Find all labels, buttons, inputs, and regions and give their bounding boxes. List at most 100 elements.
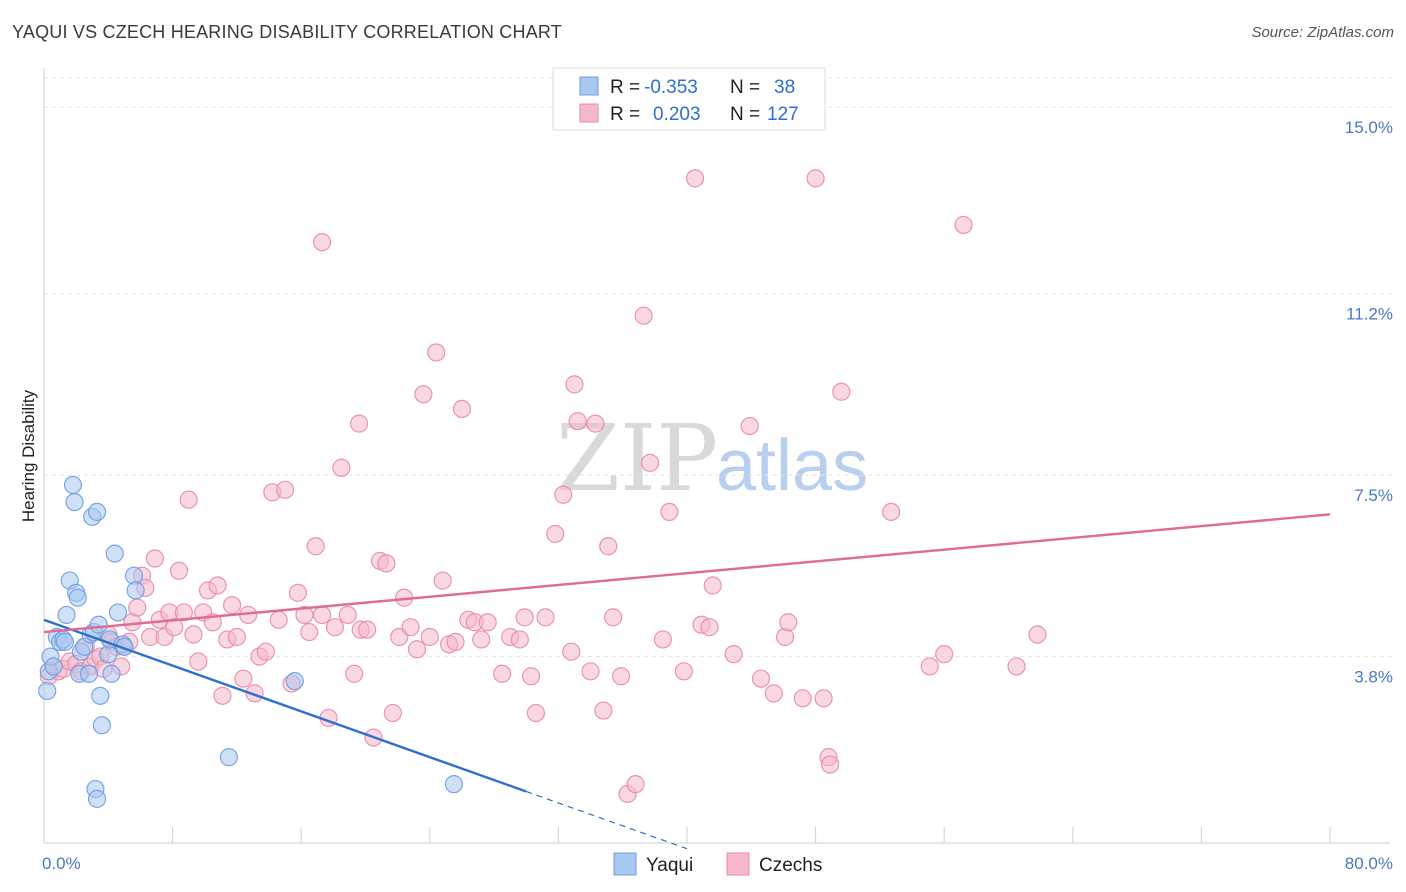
y-tick-label: 15.0% xyxy=(1345,118,1393,137)
point-czechs xyxy=(565,375,584,394)
series-czechs-points xyxy=(39,169,1047,804)
point-czechs xyxy=(581,662,600,681)
source-credit: Source: ZipAtlas.com xyxy=(1251,24,1394,41)
point-yaqui xyxy=(92,716,111,735)
bottom-legend-swatch-czechs xyxy=(726,852,750,876)
point-czechs xyxy=(358,620,377,639)
point-czechs xyxy=(724,645,743,664)
correlation-legend: R = -0.353 N = 38 R = 0.203 N = 127 xyxy=(552,67,826,131)
point-czechs xyxy=(165,618,184,637)
point-yaqui xyxy=(87,789,107,808)
point-yaqui xyxy=(444,775,464,794)
point-czechs xyxy=(674,662,693,681)
point-yaqui xyxy=(91,686,110,705)
point-yaqui xyxy=(219,748,238,767)
point-czechs xyxy=(700,618,719,637)
point-czechs xyxy=(433,571,452,590)
legend-r-label-yaqui: R = xyxy=(610,77,640,98)
point-czechs xyxy=(227,627,246,647)
point-yaqui xyxy=(102,664,121,683)
point-czechs xyxy=(427,343,446,362)
point-yaqui xyxy=(87,502,107,522)
point-czechs xyxy=(594,701,613,720)
point-czechs xyxy=(169,561,189,580)
point-czechs xyxy=(276,480,295,499)
x-tick-labels: 0.0% 80.0% xyxy=(42,854,1393,873)
legend-r-value-czechs: 0.203 xyxy=(653,104,701,125)
point-czechs xyxy=(349,414,369,433)
y-tick-label: 7.5% xyxy=(1354,486,1393,505)
point-czechs xyxy=(634,306,653,325)
point-czechs xyxy=(562,642,581,661)
point-czechs xyxy=(300,622,319,642)
bottom-legend-label-yaqui: Yaqui xyxy=(646,855,693,876)
point-czechs xyxy=(882,502,901,522)
axes xyxy=(43,68,1390,844)
point-czechs xyxy=(599,537,618,556)
y-tick-label: 3.8% xyxy=(1354,668,1393,687)
series-yaqui-points xyxy=(38,475,464,808)
point-czechs xyxy=(325,618,345,637)
point-czechs xyxy=(245,684,264,703)
point-yaqui xyxy=(44,657,63,676)
point-czechs xyxy=(510,630,529,649)
point-czechs xyxy=(793,689,812,708)
point-czechs xyxy=(653,630,672,649)
point-yaqui xyxy=(105,544,124,563)
watermark: ZIP atlas xyxy=(556,405,868,512)
point-czechs xyxy=(213,686,232,705)
x-tick-label: 0.0% xyxy=(42,854,81,873)
point-czechs xyxy=(920,657,939,676)
watermark-atlas: atlas xyxy=(716,426,868,506)
legend-swatch-yaqui xyxy=(579,76,599,96)
point-yaqui xyxy=(38,681,57,701)
point-czechs xyxy=(189,652,208,671)
point-czechs xyxy=(764,684,783,703)
y-tick-label: 11.2% xyxy=(1346,305,1393,324)
point-yaqui xyxy=(285,672,304,691)
point-czechs xyxy=(775,627,795,647)
trend-line-extension-yaqui xyxy=(526,790,688,850)
point-czechs xyxy=(222,596,242,615)
point-czechs xyxy=(935,645,954,664)
point-czechs xyxy=(306,537,325,556)
point-czechs xyxy=(806,169,825,188)
point-czechs xyxy=(174,603,193,622)
point-czechs xyxy=(401,618,420,637)
point-czechs xyxy=(526,703,545,723)
point-czechs xyxy=(820,755,840,774)
x-tick-label: 80.0% xyxy=(1345,854,1393,873)
chart-title: YAQUI VS CZECH HEARING DISABILITY CORREL… xyxy=(12,22,562,42)
point-czechs xyxy=(814,689,833,708)
point-czechs xyxy=(288,583,308,602)
point-czechs xyxy=(208,576,227,595)
point-czechs xyxy=(685,169,705,188)
point-czechs xyxy=(446,632,465,651)
point-czechs xyxy=(269,610,288,629)
point-czechs xyxy=(660,502,679,522)
point-czechs xyxy=(383,703,402,723)
legend-swatch-czechs xyxy=(579,103,599,123)
point-czechs xyxy=(832,382,851,401)
point-czechs xyxy=(312,233,332,252)
point-czechs xyxy=(586,414,605,433)
point-czechs xyxy=(128,598,147,617)
series-legend: Yaqui Czechs xyxy=(613,852,822,876)
point-czechs xyxy=(452,399,472,419)
point-czechs xyxy=(779,613,798,632)
point-yaqui xyxy=(79,664,99,683)
trend-lines xyxy=(43,513,1331,850)
legend-r-label-czechs: R = xyxy=(610,104,640,125)
point-yaqui xyxy=(126,581,145,600)
point-yaqui xyxy=(55,632,74,651)
point-czechs xyxy=(626,775,645,794)
bottom-legend-swatch-yaqui xyxy=(613,852,637,876)
trend-line-yaqui xyxy=(43,618,527,793)
bottom-legend-label-czechs: Czechs xyxy=(759,855,822,876)
point-czechs xyxy=(1007,657,1026,676)
legend-n-value-czechs: 127 xyxy=(767,104,799,125)
point-czechs xyxy=(295,605,314,625)
point-yaqui xyxy=(89,615,108,634)
point-czechs xyxy=(703,576,722,595)
